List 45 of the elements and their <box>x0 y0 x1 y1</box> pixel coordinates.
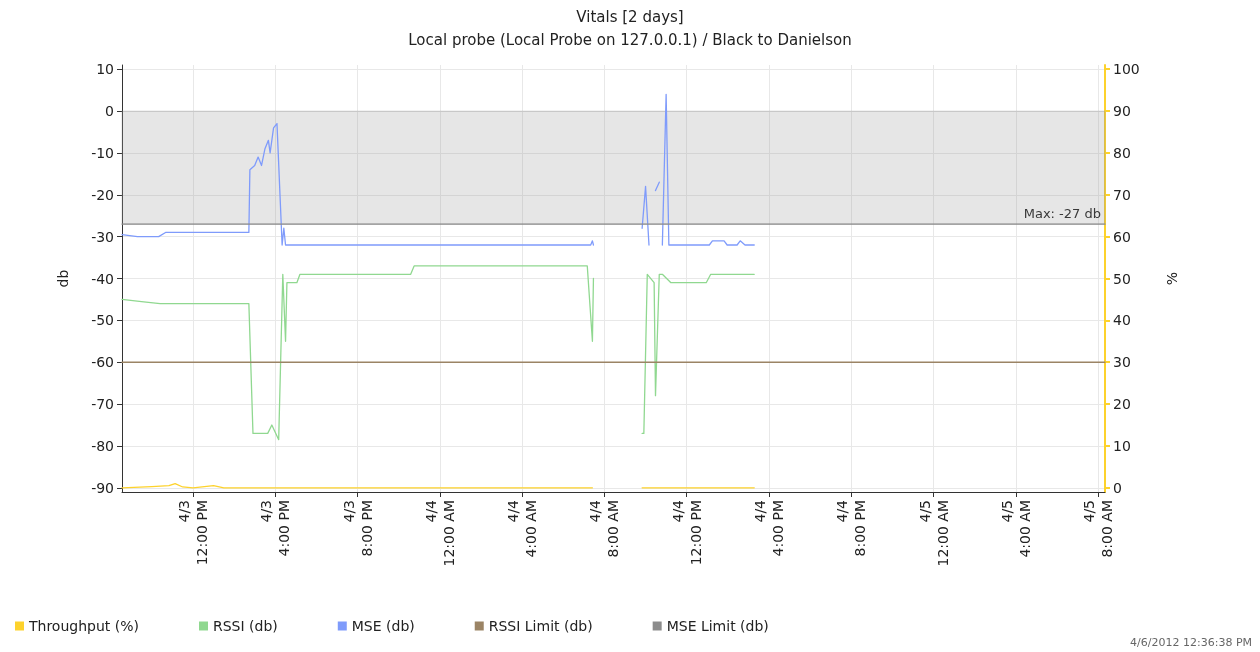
x-tick-label: 4/3 12:00 PM <box>175 500 210 566</box>
y-tick-label: -20 <box>91 186 114 203</box>
y2-tick-label: 30 <box>1113 354 1131 371</box>
x-tick-label: 4/5 8:00 AM <box>1081 500 1116 558</box>
x-tick-label: 4/3 4:00 PM <box>258 500 293 557</box>
legend-label: MSE (db) <box>351 618 415 634</box>
x-tick-label: 4/4 12:00 AM <box>422 499 457 567</box>
x-tick-label: 4/4 4:00 PM <box>751 499 786 557</box>
y2-tick-label: 80 <box>1113 144 1131 161</box>
y2-tick-label: 100 <box>1113 61 1140 78</box>
y2-tick-label: 40 <box>1113 312 1131 329</box>
legend-label: RSSI Limit (db) <box>488 618 593 634</box>
y-tick-label: -70 <box>91 396 114 413</box>
y-tick-label: -10 <box>91 144 114 161</box>
y2-tick-label: 90 <box>1113 103 1131 120</box>
y2-tick-label: 70 <box>1113 186 1131 203</box>
x-tick-label: 4/4 4:00 AM <box>505 499 540 558</box>
y-tick-label: -40 <box>91 270 114 287</box>
chart-subtitle: Local probe (Local Probe on 127.0.0.1) / Black to Danielson <box>408 30 852 49</box>
y2-tick-label: 60 <box>1113 228 1131 245</box>
x-tick-label: 4/3 8:00 PM <box>340 500 375 557</box>
x-tick-label: 4/5 12:00 AM <box>916 500 951 567</box>
chart-title: Vitals [2 days] <box>576 7 684 26</box>
y2-axis-title: % <box>1164 271 1180 286</box>
legend-label: RSSI (db) <box>213 618 278 634</box>
y2-tick-label: 20 <box>1113 396 1131 413</box>
y-axis-title: db <box>55 269 71 288</box>
y2-tick-label: 0 <box>1113 479 1122 496</box>
x-tick-label: 4/4 12:00 PM <box>669 499 704 566</box>
y-tick-label: -80 <box>91 437 114 454</box>
x-tick-label: 4/4 8:00 PM <box>834 499 869 557</box>
x-tick-label: 4/4 8:00 AM <box>587 499 622 558</box>
y-tick-label: -90 <box>91 479 114 496</box>
y2-tick-label: 10 <box>1113 437 1131 454</box>
y-tick-label: -30 <box>91 228 114 245</box>
legend-label: MSE Limit (db) <box>666 618 769 634</box>
y-tick-label: -60 <box>91 354 114 371</box>
legend-label: Throughput (%) <box>28 618 139 634</box>
y-tick-label: -50 <box>91 312 114 329</box>
y2-tick-label: 50 <box>1113 270 1131 287</box>
annotation: Max: -27 db <box>1023 206 1101 222</box>
x-tick-label: 4/5 4:00 AM <box>998 500 1033 558</box>
y-tick-label: 10 <box>96 61 114 78</box>
text: 4/6/2012 12:36:38 PM <box>1130 636 1253 649</box>
y-tick-label: 0 <box>105 103 114 120</box>
